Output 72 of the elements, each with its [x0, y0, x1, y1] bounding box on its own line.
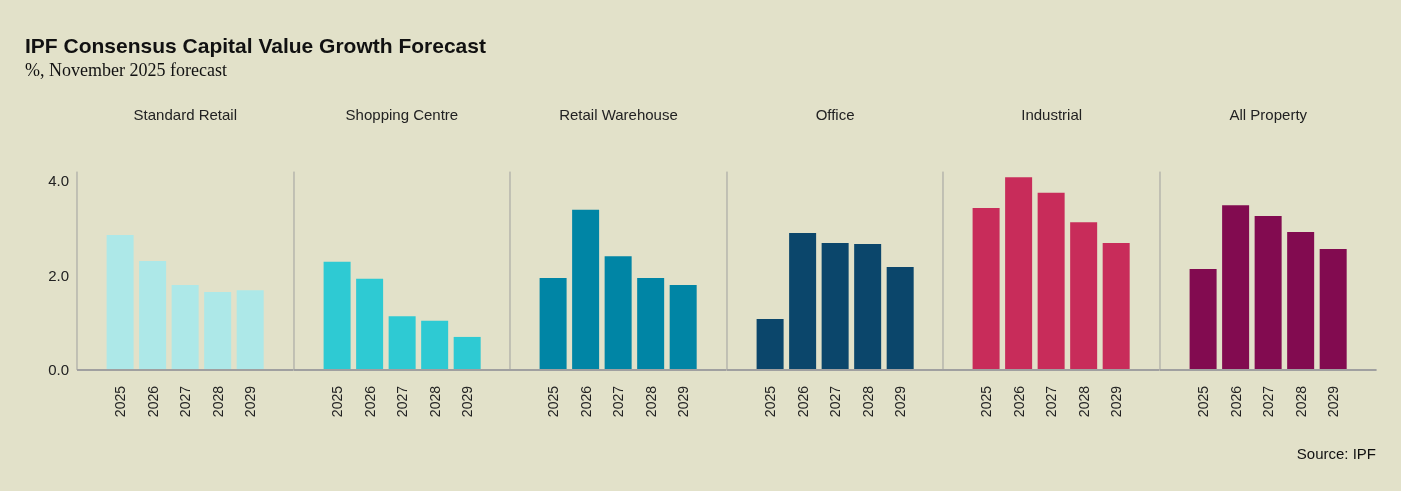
bar [1254, 216, 1282, 370]
bar [972, 207, 1000, 370]
bar [139, 260, 167, 370]
y-tick-label: 2.0 [48, 266, 69, 284]
x-tick-label: 2029 [675, 385, 692, 418]
bar [1287, 232, 1315, 370]
bar [788, 233, 816, 370]
x-tick-label: 2026 [577, 385, 594, 418]
bar [1005, 177, 1033, 370]
bar [1070, 222, 1098, 370]
bar [236, 290, 264, 370]
bar [453, 336, 481, 370]
y-tick-label: 0.0 [48, 361, 69, 379]
x-tick-label: 2025 [545, 385, 562, 418]
chart-title: All Property [1228, 106, 1309, 123]
bar [171, 284, 199, 370]
y-tick-label: 4.0 [48, 172, 69, 190]
x-tick-label: 2025 [328, 385, 345, 418]
x-tick-label: 2028 [1292, 385, 1309, 418]
bar [637, 277, 665, 370]
bar [756, 318, 784, 370]
bar [204, 292, 232, 370]
x-tick-label: 2027 [827, 385, 844, 418]
x-tick-label: 2025 [762, 385, 779, 418]
x-tick-label: 2026 [1011, 385, 1028, 418]
source-note: Source: IPF [1296, 445, 1376, 462]
bar [1222, 205, 1250, 370]
x-tick-label: 2025 [1195, 385, 1212, 418]
bar [669, 284, 697, 370]
bar [420, 320, 448, 370]
x-tick-label: 2027 [610, 385, 627, 418]
bar [1189, 268, 1217, 370]
text: IPF Consensus Capital Value Growth Forecast [25, 34, 486, 58]
bar [388, 316, 416, 370]
x-tick-label: 2026 [144, 385, 161, 418]
x-tick-label: 2028 [426, 385, 443, 418]
x-tick-label: 2027 [1043, 385, 1060, 418]
x-tick-label: 2026 [1227, 385, 1244, 418]
chart-title: Shopping Centre [344, 106, 460, 123]
bar [1319, 249, 1347, 370]
x-tick-label: 2027 [393, 385, 410, 418]
bar [604, 256, 632, 370]
x-tick-label: 2029 [1325, 385, 1342, 418]
chart-title: Retail Warehouse [558, 106, 679, 123]
bar [572, 209, 600, 370]
x-tick-label: 2029 [458, 385, 475, 418]
x-tick-label: 2026 [361, 385, 378, 418]
bar [106, 234, 134, 370]
x-tick-label: 2028 [643, 385, 659, 418]
bar [886, 267, 914, 370]
bar [853, 243, 881, 370]
text: %, November 2025 forecast [25, 60, 227, 81]
x-tick-label: 2029 [892, 385, 909, 418]
x-tick-label: 2027 [177, 385, 194, 418]
bar [821, 242, 849, 370]
bar [539, 277, 567, 370]
bar [323, 261, 351, 370]
bar [355, 278, 383, 370]
chart-title: Industrial [1020, 106, 1084, 123]
x-tick-label: 2028 [1076, 385, 1093, 418]
x-tick-label: 2028 [859, 385, 876, 418]
x-tick-label: 2029 [242, 385, 259, 418]
x-tick-label: 2025 [978, 385, 995, 418]
bar [1038, 192, 1066, 370]
chart-title: Office [814, 106, 856, 123]
chart-title: Standard Retail [132, 106, 238, 123]
x-tick-label: 2028 [209, 385, 226, 418]
x-tick-label: 2029 [1108, 385, 1125, 418]
x-tick-label: 2025 [112, 385, 129, 418]
x-tick-label: 2027 [1260, 385, 1277, 418]
bar [1103, 242, 1131, 370]
x-tick-label: 2026 [794, 385, 811, 418]
